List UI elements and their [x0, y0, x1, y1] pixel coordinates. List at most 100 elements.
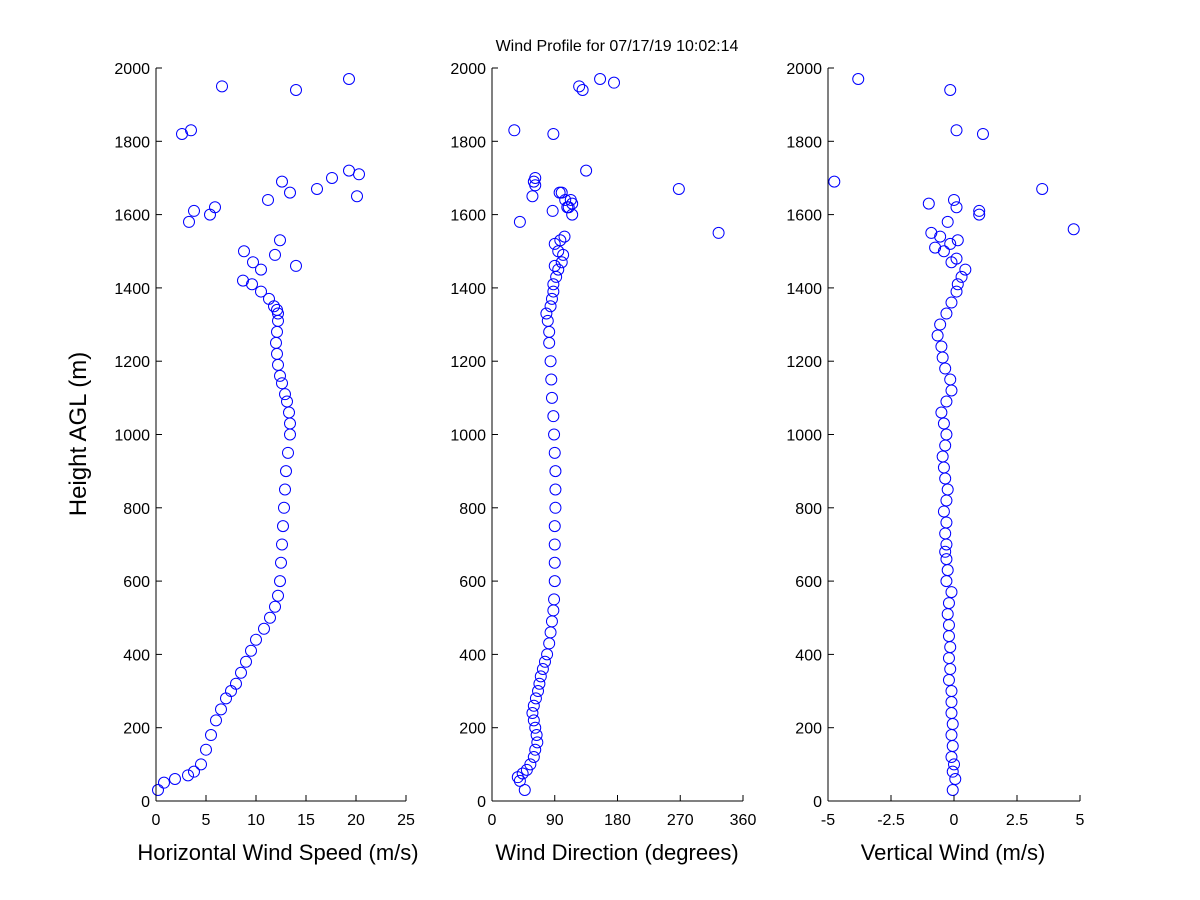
speed-data-point: [271, 303, 283, 316]
direction-x-tick-label: 0: [488, 812, 497, 829]
speed-data-point: [255, 263, 267, 276]
vertical-data-point: [940, 494, 953, 507]
chart-title: Wind Profile for 07/17/19 10:02:14: [496, 38, 739, 55]
vertical-data-point: [955, 270, 968, 283]
direction-data-point: [712, 226, 725, 239]
direction-data-point: [547, 285, 560, 298]
direction-data-point: [526, 707, 539, 720]
vertical-data-point: [935, 340, 948, 353]
vertical-data-point: [939, 472, 952, 485]
direction-y-tick-label: 0: [477, 794, 486, 811]
vertical-markers: [828, 72, 1080, 797]
direction-x-tick-label: 360: [730, 812, 757, 829]
direction-data-point: [544, 355, 557, 368]
speed-data-point: [272, 589, 284, 602]
vertical-data-point: [939, 439, 952, 452]
vertical-data-point: [942, 674, 955, 687]
speed-data-point: [271, 347, 283, 360]
vertical-y-tick-label: 1400: [786, 281, 822, 298]
direction-data-point: [527, 699, 540, 712]
speed-y-tick-label: 0: [141, 794, 150, 811]
speed-data-point: [272, 358, 284, 371]
subplot-vertical-wind: 0 200 400 600 800 1000 1200 1400 1600 1800 2000 -5 -…: [786, 61, 1084, 865]
speed-data-point: [262, 193, 274, 206]
speed-axes: 0 200 400 600 800 1000 1200 1400 1600 1800 2000 0 5 1…: [114, 61, 415, 829]
vertical-data-point: [939, 545, 952, 558]
direction-data-point: [513, 215, 526, 228]
speed-data-point: [255, 285, 267, 298]
speed-data-point: [282, 446, 294, 459]
vertical-data-point: [941, 483, 954, 496]
vertical-data-point: [945, 586, 958, 599]
vertical-data-point: [940, 307, 953, 320]
speed-data-point: [284, 417, 296, 430]
speed-data-point: [215, 703, 227, 716]
speed-data-point: [240, 655, 252, 668]
speed-data-point: [237, 274, 249, 287]
direction-y-tick-label: 800: [459, 501, 486, 518]
speed-data-point: [216, 80, 228, 93]
direction-data-point: [544, 300, 557, 313]
vertical-data-point: [951, 234, 964, 247]
direction-data-point: [545, 373, 558, 386]
vertical-data-point: [948, 193, 960, 206]
speed-data-point: [225, 685, 237, 698]
direction-x-tick-label: 90: [546, 812, 564, 829]
vertical-data-point: [944, 663, 957, 676]
speed-data-point: [200, 743, 212, 756]
vertical-data-point: [922, 197, 935, 210]
vertical-data-point: [945, 296, 958, 309]
speed-data-point: [230, 677, 242, 690]
speed-data-point: [284, 186, 296, 199]
direction-axes: 0 200 400 600 800 1000 1200 1400 1600 1800 2000 0 90…: [450, 61, 756, 829]
direction-data-point: [547, 127, 560, 140]
direction-data-point: [541, 314, 554, 327]
direction-x-tick-label: 180: [604, 812, 631, 829]
speed-data-point: [185, 124, 197, 137]
speed-data-point: [264, 611, 276, 624]
speed-x-tick-label: 25: [397, 812, 415, 829]
vertical-data-point: [936, 450, 949, 463]
speed-data-point: [284, 428, 296, 441]
speed-data-point: [205, 729, 217, 742]
vertical-data-point: [929, 241, 942, 254]
vertical-data-point: [942, 630, 955, 643]
vertical-data-point: [931, 329, 944, 342]
direction-data-point: [540, 307, 553, 320]
speed-data-point: [209, 201, 221, 214]
speed-data-point: [220, 692, 232, 705]
vertical-data-point: [942, 652, 955, 665]
speed-x-axis-label: Horizontal Wind Speed (m/s): [137, 840, 418, 865]
speed-y-tick-label: 400: [123, 647, 150, 664]
vertical-y-tick-label: 0: [813, 794, 822, 811]
vertical-data-point: [1036, 182, 1049, 195]
vertical-data-point: [940, 516, 953, 529]
direction-y-tick-label: 400: [459, 647, 486, 664]
direction-data-point: [547, 278, 560, 291]
direction-data-point: [553, 186, 566, 199]
vertical-data-point: [976, 127, 989, 140]
direction-data-point: [524, 758, 537, 771]
direction-data-point: [608, 76, 621, 89]
direction-data-point: [548, 575, 561, 588]
vertical-data-point: [946, 718, 959, 731]
speed-y-tick-label: 1800: [114, 134, 150, 151]
vertical-data-point: [934, 318, 947, 331]
direction-data-point: [511, 771, 524, 784]
speed-data-point: [280, 465, 292, 478]
direction-data-point: [531, 736, 544, 749]
vertical-data-point: [944, 237, 957, 250]
speed-y-tick-label: 1400: [114, 281, 150, 298]
speed-data-point: [250, 633, 262, 646]
direction-data-point: [541, 648, 554, 661]
direction-data-point: [548, 593, 561, 606]
direction-data-point: [580, 164, 593, 177]
vertical-data-point: [959, 263, 972, 276]
vertical-data-point: [945, 707, 958, 720]
speed-data-point: [238, 245, 250, 258]
direction-y-tick-label: 200: [459, 721, 486, 738]
vertical-data-point: [949, 773, 962, 786]
speed-x-tick-label: 20: [347, 812, 365, 829]
vertical-x-tick-label: 0: [950, 812, 959, 829]
